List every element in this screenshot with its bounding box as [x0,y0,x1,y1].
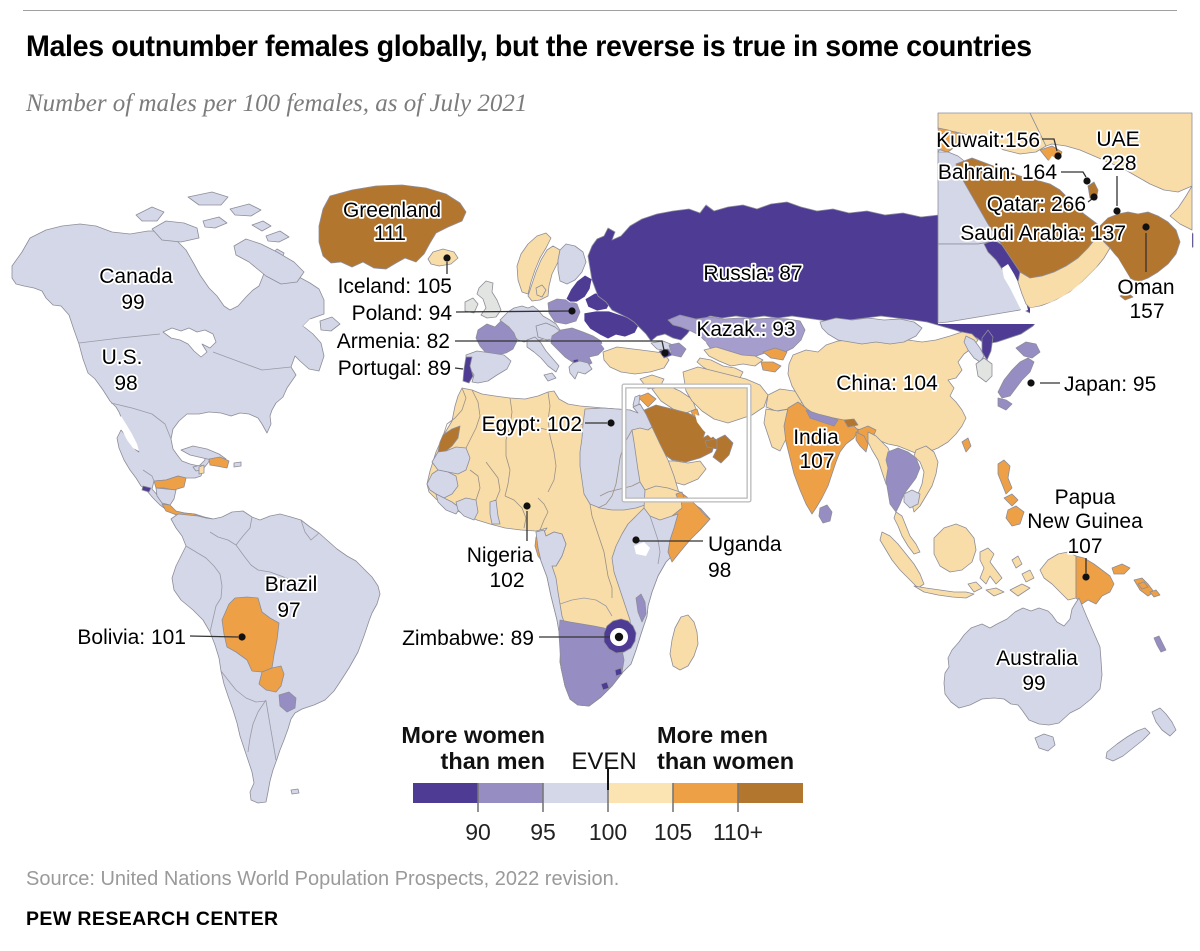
svg-text:97: 97 [277,599,300,622]
svg-text:More women: More women [401,722,545,748]
svg-text:157: 157 [1129,300,1164,323]
svg-text:107: 107 [1067,535,1102,558]
svg-text:110+: 110+ [713,819,763,845]
svg-text:99: 99 [1022,672,1045,695]
svg-text:Kazak.: 93: Kazak.: 93 [696,318,795,341]
svg-text:Japan: 95: Japan: 95 [1064,373,1156,396]
svg-text:Qatar: 266: Qatar: 266 [987,193,1086,216]
svg-text:99: 99 [121,291,144,314]
svg-text:Greenland: Greenland [343,199,441,222]
svg-text:Armenia: 82: Armenia: 82 [337,330,450,353]
svg-text:Brazil: Brazil [265,573,318,596]
svg-text:Kuwait:156: Kuwait:156 [936,129,1040,152]
svg-text:102: 102 [489,569,524,592]
svg-text:111: 111 [374,222,406,245]
svg-text:UAE: UAE [1096,128,1139,151]
svg-text:More men: More men [657,722,768,748]
svg-text:New Guinea: New Guinea [1027,510,1143,533]
svg-text:Oman: Oman [1117,276,1174,299]
svg-text:India: India [793,426,839,449]
svg-text:Uganda: Uganda [708,533,782,556]
svg-text:228: 228 [1101,152,1136,175]
svg-text:Saudi Arabia: 137: Saudi Arabia: 137 [960,222,1126,245]
svg-text:than men: than men [441,748,545,774]
svg-text:Egypt: 102: Egypt: 102 [482,413,582,436]
svg-text:Zimbabwe: 89: Zimbabwe: 89 [402,627,534,650]
svg-text:U.S.: U.S. [102,346,143,369]
svg-text:95: 95 [530,819,556,845]
svg-text:EVEN: EVEN [571,748,636,775]
svg-text:Australia: Australia [996,647,1078,670]
svg-text:Bahrain: 164: Bahrain: 164 [938,161,1057,184]
svg-text:98: 98 [114,372,137,395]
svg-text:Portugal: 89: Portugal: 89 [338,357,451,380]
svg-text:98: 98 [708,559,731,582]
svg-text:Papua: Papua [1055,486,1116,509]
svg-text:Canada: Canada [99,265,173,288]
svg-text:Poland: 94: Poland: 94 [352,302,453,325]
svg-text:Nigeria: Nigeria [467,544,534,567]
svg-text:107: 107 [799,450,834,473]
svg-text:100: 100 [589,819,627,845]
svg-text:Bolivia: 101: Bolivia: 101 [77,626,186,649]
svg-text:Iceland: 105: Iceland: 105 [338,275,452,298]
svg-text:Russia: 87: Russia: 87 [703,262,802,285]
svg-text:than women: than women [657,748,794,774]
svg-text:China: 104: China: 104 [836,372,938,395]
svg-text:105: 105 [654,819,692,845]
svg-text:90: 90 [465,819,491,845]
